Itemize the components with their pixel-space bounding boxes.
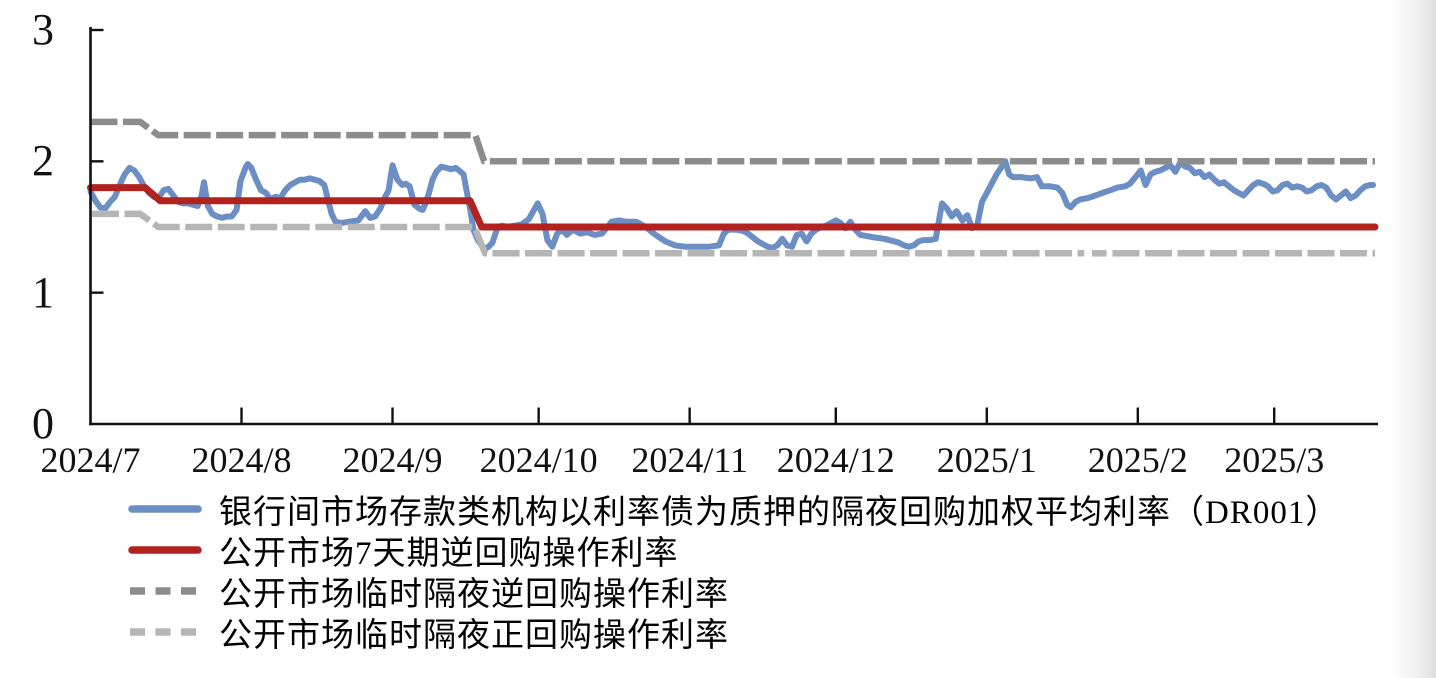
x-tick-label: 2025/1 bbox=[936, 440, 1037, 480]
legend-line-swatch bbox=[128, 504, 202, 513]
series-line-1 bbox=[87, 184, 1379, 231]
x-tick-label: 2025/3 bbox=[1224, 440, 1325, 480]
x-tick-label: 2024/9 bbox=[342, 440, 443, 480]
x-tick-label: 2024/7 bbox=[40, 440, 141, 480]
legend-label: 公开市场临时隔夜正回购操作利率 bbox=[219, 617, 729, 654]
series-line-3 bbox=[92, 210, 1085, 257]
y-tick-label: 0 bbox=[32, 399, 54, 448]
x-tick-label: 2024/10 bbox=[479, 440, 598, 480]
legend-item-1: 公开市场7天期逆回购操作利率 bbox=[126, 529, 1339, 572]
series-line-2 bbox=[90, 118, 1085, 165]
x-tick-label: 2024/8 bbox=[191, 440, 292, 480]
legend-item-0: 银行间市场存款类机构以利率债为质押的隔夜回购加权平均利率（DR001） bbox=[126, 488, 1339, 531]
legend-item-3: 公开市场临时隔夜正回购操作利率 bbox=[126, 611, 1339, 654]
y-tick-label: 3 bbox=[32, 5, 54, 54]
legend-dashed-line-swatch bbox=[130, 627, 196, 636]
legend: 银行间市场存款类机构以利率债为质押的隔夜回购加权平均利率（DR001） 公开市场7… bbox=[126, 488, 1339, 654]
series-line-0 bbox=[87, 158, 1377, 253]
x-tick-label: 2024/11 bbox=[631, 440, 748, 480]
x-tick-label: 2025/2 bbox=[1087, 440, 1188, 480]
legend-label: 银行间市场存款类机构以利率债为质押的隔夜回购加权平均利率（DR001） bbox=[219, 494, 1340, 531]
legend-label: 公开市场7天期逆回购操作利率 bbox=[219, 535, 679, 572]
legend-item-2: 公开市场临时隔夜逆回购操作利率 bbox=[126, 570, 1339, 613]
legend-dashed-line-swatch bbox=[130, 586, 196, 595]
y-tick-label: 2 bbox=[32, 136, 54, 186]
y-tick-label: 1 bbox=[32, 267, 54, 317]
legend-line-swatch bbox=[128, 545, 202, 554]
legend-label: 公开市场临时隔夜逆回购操作利率 bbox=[219, 576, 729, 613]
x-tick-label: 2024/12 bbox=[776, 440, 895, 480]
